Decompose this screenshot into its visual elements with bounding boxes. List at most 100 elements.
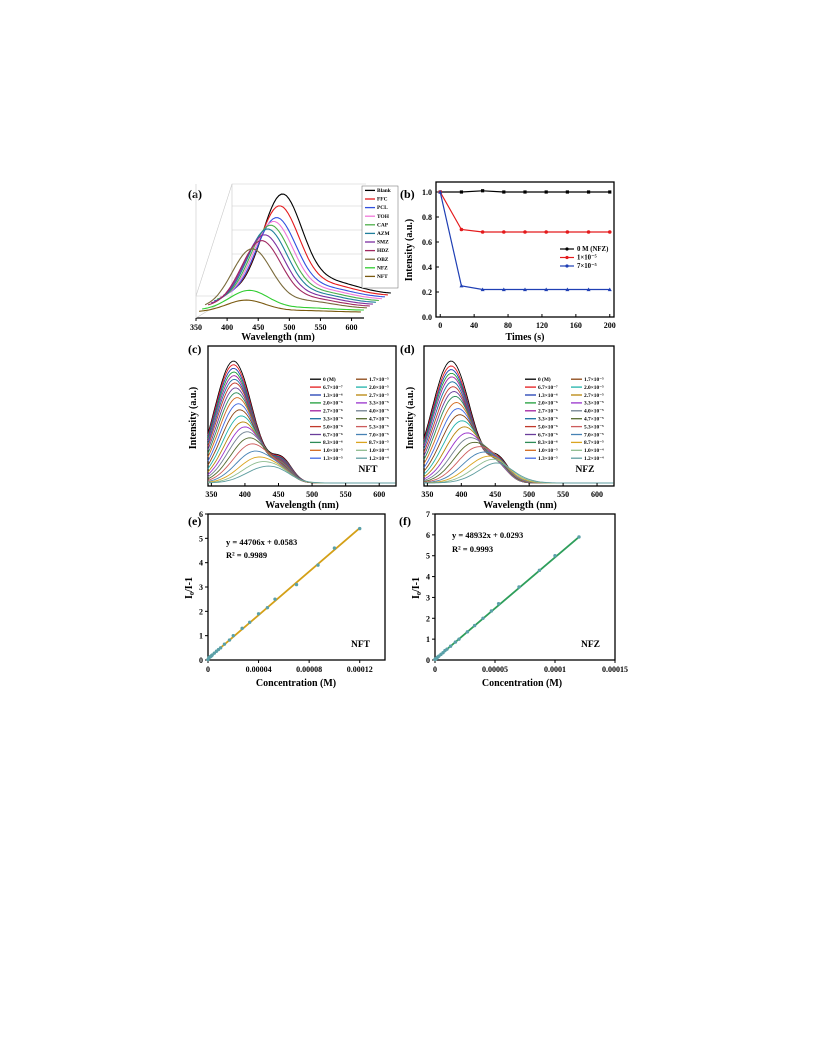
panel-b: (b) 0 40 80 120 160 200 0.0 0.2 0.4 0.6 0.8 1.0 Tim… [400,181,616,343]
panel-b-point [586,230,591,234]
panel-c-legend-label: 8.3×10⁻⁶ [323,440,343,446]
panel-d-legend-label: 2.0×10⁻⁶ [538,401,558,407]
panel-b-point [481,189,485,193]
panel-a-x-label: Wavelength (nm) [241,332,315,343]
panel-d-legend: 0 (M) 6.7×10⁻⁷ 1.3×10⁻⁶ 2.0×10⁻⁶ 2.7×10⁻⁶ 3.3… [525,376,604,462]
panel-f-frame [434,513,616,661]
panel-c-legend-label: 2.0×10⁻⁶ [323,401,343,407]
panel-a-x-tick-label: 600 [346,323,358,332]
panel-b-y-tick-label: 0.6 [422,238,432,247]
panel-d-legend-label: 1.2×10⁻⁴ [584,456,604,462]
panel-e-point [294,582,299,587]
panel-b-ticks: 0 40 80 120 160 200 0.0 0.2 0.4 0.6 0.8 1.0 [422,188,616,330]
panel-f-point [453,640,458,644]
panel-b-y-tick-label: 1.0 [422,188,432,197]
panel-d-legend-label: 6.7×10⁻⁶ [538,432,558,438]
panel-e-point [231,633,235,638]
panel-e-frame [207,513,386,661]
panel-f-x-tick-label: 0.00005 [482,665,508,674]
panel-a-legend-label: HDZ [377,248,389,254]
panel-f-r2: R² = 0.9993 [452,544,493,554]
panel-f-point [481,616,485,620]
panel-f-label: (f) [399,514,411,528]
panel-f: (f) 0 0.00005 0.0001 0.00015 0 1 2 3 4 5 6 7 y = 48… [399,510,628,689]
panel-f-equation: y = 48932x + 0.0293 [452,530,523,540]
panel-c-x-tick-label: 500 [306,490,318,499]
panel-b-legend-marker [565,255,569,260]
panel-e-y-tick-label: 4 [199,559,203,568]
panel-f-point [517,585,521,589]
panel-f-y-tick-label: 6 [426,531,430,540]
panel-c-legend-label: 1.3×10⁻⁶ [323,393,343,399]
panel-d-y-label: Intensity (a.u.) [405,387,416,450]
panel-e-x-tick-label: 0 [206,665,210,674]
panel-f-tag: NFZ [581,640,600,650]
panel-b-point [523,230,527,234]
panel-c-legend: 0 (M) 6.7×10⁻⁷ 1.3×10⁻⁶ 2.0×10⁻⁶ 2.7×10⁻⁶ 3.3… [310,376,389,462]
panel-f-y-tick-label: 2 [426,614,430,623]
panel-e-plot [206,526,362,662]
panel-f-ticks: 0 0.00005 0.0001 0.00015 0 1 2 3 4 5 6 7 [426,510,628,674]
panel-b-point [480,287,485,292]
panel-b-y-tick-label: 0.0 [422,313,432,322]
panel-d-label: (d) [400,342,415,356]
panel-c-x-tick-label: 600 [373,490,385,499]
panel-a-label: (a) [188,187,202,201]
panel-a-curve-nft [199,299,361,313]
panel-f-y-tick-label: 4 [426,573,430,582]
panel-b-legend-label: 7×10⁻⁵ [577,263,597,270]
panel-e-y-tick-label: 1 [199,632,203,641]
panel-c-x-tick-label: 550 [340,490,352,499]
panel-f-point [496,601,501,606]
panel-a-legend-label: NFZ [377,265,388,271]
panel-e-point [218,646,223,650]
panel-b-series-line-2 [439,191,610,291]
panel-c-x-tick-label: 450 [273,490,285,499]
panel-d-legend-label: 2.0×10⁻⁵ [584,385,604,391]
panel-b-point [438,190,443,194]
panel-c-legend-label: 4.7×10⁻⁵ [369,417,389,423]
panel-a-curve-smz [210,234,373,305]
panel-b-point [544,287,549,292]
panel-c-y-label: Intensity (a.u.) [188,387,199,450]
panel-b-point [607,287,612,292]
panel-a-legend-label: PCL [377,205,388,211]
panel-f-y-tick-label: 0 [426,656,430,665]
panel-d-legend-label: 8.3×10⁻⁶ [538,440,558,446]
panel-e-point [332,546,337,550]
panel-e-y-tick-label: 5 [199,534,203,543]
panel-e-point [222,642,227,646]
panel-e-x-tick-label: 0.00012 [347,665,373,674]
panel-b-y-tick-label: 0.4 [422,263,432,272]
panel-b-point [459,227,464,232]
panel-d-ticks: 350 400 450 500 550 600 [421,483,603,499]
panel-b-x-tick-label: 40 [470,321,478,330]
panel-b-legend-label: 0 M (NFZ) [577,246,608,253]
panel-b-x-tick-label: 200 [604,321,616,330]
panel-a-curve-azm [213,228,376,303]
panel-c-legend-label: 2.7×10⁻⁵ [369,393,389,399]
panel-f-x-tick-label: 0 [433,665,437,674]
panel-c: (c) 350 400 450 500 550 600 Wavelength (nm) I… [188,342,397,511]
panel-f-point [457,637,461,641]
panel-d-x-tick-label: 450 [489,490,501,499]
panel-c-legend-label: 5.0×10⁻⁶ [323,424,343,430]
panel-d-x-tick-label: 600 [591,490,603,499]
panel-e-point [210,653,214,657]
panel-d-x-tick-label: 500 [523,490,535,499]
panel-a-x-tick-label: 400 [221,323,233,332]
panel-b-point [586,190,591,194]
panel-d-legend-label: 8.7×10⁻⁵ [584,440,604,446]
panel-e-y-label: I₀/I-1 [184,577,195,599]
panel-a-curve-obz [204,248,367,309]
panel-a-legend-label: Blank [377,188,391,194]
panel-f-plot [433,535,581,662]
panel-e-y-tick-label: 3 [199,583,203,592]
panel-a-curve-toh [219,220,382,300]
panel-d-legend-label: 3.3×10⁻⁵ [584,401,604,407]
panel-b-point [502,230,506,234]
panel-b-legend: 0 M (NFZ) 1×10⁻⁵7×10⁻⁵ [560,246,608,270]
panel-a-curves [199,193,391,313]
panel-e-point [227,638,232,642]
panel-e-tag: NFT [351,640,371,650]
